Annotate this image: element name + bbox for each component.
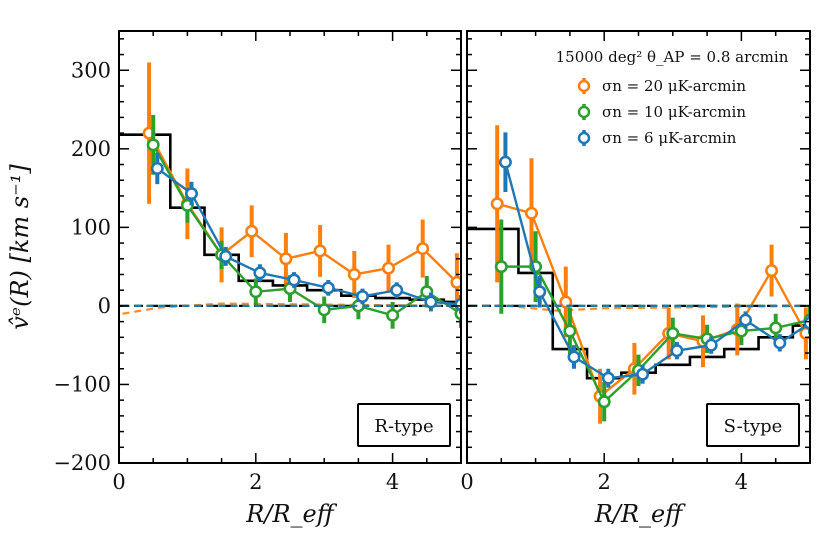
data-point <box>597 395 611 409</box>
panel-s-type: 0 2 4 S-type R/R_eff <box>460 30 811 528</box>
legend-title: 15000 deg² θ_AP = 0.8 arcmin <box>556 48 789 66</box>
data-point <box>670 344 684 358</box>
y-tick-label: −100 <box>53 372 111 396</box>
data-point <box>490 197 504 211</box>
data-point <box>253 266 267 280</box>
data-point <box>245 224 259 238</box>
legend-label: σn = 6 μK-arcmin <box>602 129 737 147</box>
plot-area <box>467 125 810 424</box>
y-tick-label: −200 <box>53 451 111 475</box>
x-tick-label: 2 <box>249 470 262 494</box>
data-point <box>498 155 512 169</box>
data-point <box>146 138 160 152</box>
data-point <box>390 283 404 297</box>
x-tick-label: 2 <box>598 470 611 494</box>
data-point <box>765 264 779 278</box>
series-line <box>504 161 810 380</box>
series-line <box>501 265 810 404</box>
legend-label: σn = 20 μK-arcmin <box>602 77 746 95</box>
data-point <box>563 324 577 338</box>
panel-r-type: 0 2 4 300 200 100 0 −100 −200 R-type R/R_eff <box>53 30 462 528</box>
series-1 <box>470 219 810 422</box>
y-tick-label: 100 <box>71 215 111 239</box>
data-point <box>313 244 327 258</box>
data-point <box>769 321 783 335</box>
series-line <box>152 144 461 317</box>
data-point <box>317 303 331 317</box>
data-point <box>249 285 263 299</box>
data-point <box>347 267 361 281</box>
series-line <box>496 202 807 399</box>
y-tick-label: 200 <box>71 137 111 161</box>
data-point <box>533 285 547 299</box>
data-point <box>636 367 650 381</box>
series-baseline <box>122 302 461 315</box>
x-axis-label: R/R_eff <box>594 500 686 528</box>
data-point <box>356 289 370 303</box>
series-2 <box>470 132 810 388</box>
data-point <box>494 260 508 274</box>
data-point <box>321 281 335 295</box>
data-point <box>416 242 430 256</box>
data-point <box>287 273 301 287</box>
plot-area <box>119 62 461 329</box>
data-point <box>559 295 573 309</box>
data-point <box>739 313 753 327</box>
x-tick-label: 0 <box>460 470 473 494</box>
data-point <box>524 206 538 220</box>
y-tick-label: 0 <box>98 294 111 318</box>
panel-badge <box>357 403 451 447</box>
panel-badge-label: S-type <box>724 416 783 437</box>
y-tick-label: 300 <box>71 58 111 82</box>
data-point <box>185 187 199 201</box>
truth-step-line <box>467 227 810 380</box>
panel-badge <box>706 403 800 447</box>
x-tick-label: 4 <box>386 470 399 494</box>
legend-label: σn = 10 μK-arcmin <box>602 103 746 121</box>
data-point <box>279 252 293 266</box>
x-tick-label: 4 <box>735 470 748 494</box>
data-point <box>381 261 395 275</box>
data-point <box>386 308 400 322</box>
series-line <box>156 167 461 306</box>
data-point <box>150 161 164 175</box>
data-point <box>567 350 581 364</box>
data-point <box>450 275 461 289</box>
legend: 15000 deg² θ_AP = 0.8 arcmin σn = 20 μK-a… <box>556 48 789 147</box>
data-point <box>601 371 615 385</box>
data-point <box>424 295 438 309</box>
axis-labels: v̂ᵉ(R) [km s⁻¹] <box>6 164 34 330</box>
data-point <box>219 249 233 263</box>
data-point <box>773 336 787 350</box>
legend-marker <box>577 79 591 93</box>
y-axis-label: v̂ᵉ(R) [km s⁻¹] <box>6 164 34 330</box>
x-axis-label: R/R_eff <box>245 500 337 528</box>
x-tick-label: 0 <box>112 470 125 494</box>
panel-badge-label: R-type <box>374 416 433 437</box>
data-point <box>666 326 680 340</box>
plot-frame <box>118 30 462 464</box>
legend-marker <box>577 105 591 119</box>
data-point <box>704 338 718 352</box>
legend-marker <box>577 131 591 145</box>
